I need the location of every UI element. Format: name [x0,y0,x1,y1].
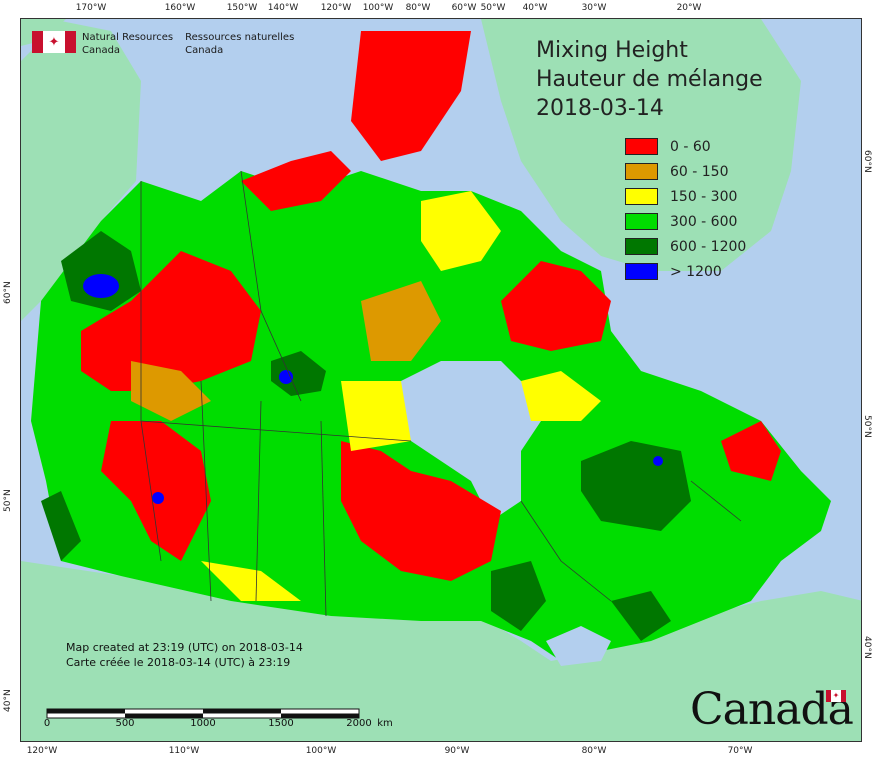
scale-bar: 0 500 1000 1500 2000 km [44,705,393,729]
zone-red-west [81,251,261,391]
agency-name-fr: Ressources naturelles Canada [185,31,294,57]
graticule-bottom-label: 100°W [305,746,337,756]
legend-label: 0 - 60 [670,138,711,155]
legend-item: 0 - 60 [625,134,746,159]
zone-blue-nwt [279,370,293,384]
legend-item: 300 - 600 [625,209,746,234]
graticule-top-label: 170°W [75,3,107,13]
zone-darkgreen-east [611,591,671,641]
scale-unit: km [377,718,393,729]
graticule-left-label: 40°N [3,689,13,712]
legend-label: 150 - 300 [670,188,738,205]
scale-bar-graphic [46,708,360,719]
zone-darkgreen-coast [41,491,81,561]
usa-landmass [21,561,861,741]
zone-red-labrador [721,421,781,481]
zone-yellow-quebec [521,371,601,421]
zone-red-arctic-islands [241,151,351,211]
title-date: 2018-03-14 [536,96,664,121]
legend-label: > 1200 [670,263,722,280]
graticule-top-label: 50°W [480,3,506,13]
zone-blue-yukon [83,274,119,298]
graticule-top-label: 100°W [362,3,394,13]
mixing-height-map [21,19,861,741]
graticule-bottom-label: 110°W [168,746,200,756]
agency-fr-line2: Canada [185,45,224,56]
zone-orange-north [361,281,441,361]
zone-red-baffin [501,261,611,351]
zone-orange-west [131,361,211,421]
legend: 0 - 60 60 - 150 150 - 300 300 - 600 600 … [625,134,746,284]
zone-red-bc [101,421,211,561]
legend-swatch [625,213,658,230]
zone-darkgreen-ontario [491,561,546,631]
zone-red-arctic [351,31,471,161]
agency-name-en: Natural Resources Canada [82,31,173,57]
title-en: Mixing Height [536,38,688,63]
nrcan-signature: ✦ Natural Resources Canada Ressources na… [32,31,300,57]
wordmark-flag-icon: ✦ [826,690,846,702]
graticule-bottom-label: 90°W [444,746,470,756]
legend-swatch [625,263,658,280]
graticule-right-label: 60°N [862,150,872,173]
graticule-top-label: 80°W [405,3,431,13]
legend-label: 300 - 600 [670,213,738,230]
map-title: Mixing Height Hauteur de mélange 2018-03… [536,36,763,123]
graticule-top-label: 30°W [581,3,607,13]
graticule-bottom-label: 70°W [727,746,753,756]
province-boundaries [140,170,742,617]
graticule-right-label: 40°N [862,636,872,659]
graticule-bottom-label: 120°W [26,746,58,756]
legend-swatch [625,188,658,205]
graticule-top-label: 160°W [164,3,196,13]
canada-flag-icon: ✦ [32,31,76,53]
graticule-top-label: 20°W [676,3,702,13]
graticule-bottom-label: 80°W [581,746,607,756]
credit-en: Map created at 23:19 (UTC) on 2018-03-14 [66,641,303,654]
legend-item: 150 - 300 [625,184,746,209]
graticule-top-label: 120°W [320,3,352,13]
agency-en-line1: Natural Resources [82,32,174,43]
agency-en-line2: Canada [82,45,121,56]
scale-tick-label: 0 [43,718,51,729]
map-credit: Map created at 23:19 (UTC) on 2018-03-14… [66,640,303,670]
legend-label: 600 - 1200 [670,238,747,255]
graticule-right-label: 50°N [862,415,872,438]
zone-darkgreen-quebec [581,441,691,531]
graticule-top-label: 40°W [522,3,548,13]
title-fr: Hauteur de mélange [536,67,763,92]
legend-item: > 1200 [625,259,746,284]
hudson-bay [391,361,541,521]
alaska-landmass [21,21,141,321]
legend-item: 60 - 150 [625,159,746,184]
zone-yellow-south [201,561,301,601]
scale-tick-label: 1500 [268,718,294,729]
graticule-top-label: 140°W [267,3,299,13]
legend-swatch [625,238,658,255]
zone-darkgreen-nwt [271,351,326,396]
graticule-top-label: 60°W [451,3,477,13]
graticule-left-label: 60°N [3,281,13,304]
scale-tick-label: 1000 [190,718,216,729]
scale-tick-label: 2000 [346,718,372,729]
legend-label: 60 - 150 [670,163,729,180]
legend-swatch [625,163,658,180]
zone-yellow-north [421,191,501,271]
zone-red-prairie [341,441,501,581]
credit-fr: Carte créée le 2018-03-14 (UTC) à 23:19 [66,656,291,669]
agency-fr-line1: Ressources naturelles [185,32,295,43]
graticule-left-label: 50°N [3,489,13,512]
graticule-top-label: 150°W [226,3,258,13]
zone-yellow-central [341,381,411,451]
legend-swatch [625,138,658,155]
zone-blue-quebec [653,456,663,466]
scale-tick-label: 500 [115,718,135,729]
great-lakes [546,626,611,666]
map-canvas [20,18,862,742]
legend-item: 600 - 1200 [625,234,746,259]
zone-blue-bc [152,492,164,504]
zone-darkgreen-yukon [61,231,141,311]
